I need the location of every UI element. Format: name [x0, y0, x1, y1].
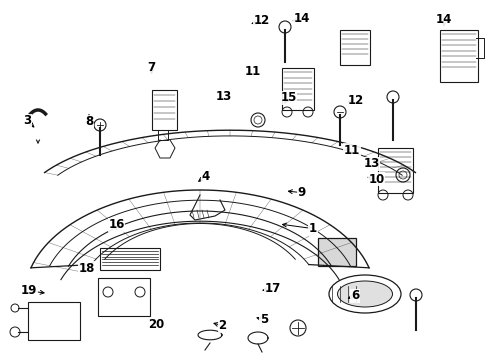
Text: 2: 2 [218, 319, 226, 332]
Text: 14: 14 [293, 12, 310, 25]
Text: 3: 3 [23, 114, 31, 127]
FancyBboxPatch shape [317, 238, 355, 266]
Text: 19: 19 [21, 284, 38, 297]
Text: 11: 11 [244, 65, 261, 78]
Text: 12: 12 [253, 14, 269, 27]
FancyBboxPatch shape [100, 248, 160, 270]
Text: 11: 11 [343, 144, 360, 157]
Text: 10: 10 [367, 173, 384, 186]
FancyBboxPatch shape [98, 278, 150, 316]
FancyBboxPatch shape [152, 90, 177, 130]
FancyBboxPatch shape [28, 302, 80, 340]
Text: 1: 1 [308, 222, 316, 235]
FancyBboxPatch shape [282, 68, 313, 110]
Text: 7: 7 [147, 61, 155, 74]
Text: 4: 4 [201, 170, 209, 183]
Text: 13: 13 [215, 90, 232, 103]
FancyBboxPatch shape [439, 30, 477, 82]
Text: 5: 5 [260, 313, 267, 326]
FancyBboxPatch shape [377, 148, 412, 193]
Text: 17: 17 [264, 282, 281, 295]
Text: 6: 6 [350, 289, 358, 302]
Text: 15: 15 [280, 91, 296, 104]
Text: 20: 20 [148, 318, 164, 331]
Text: 18: 18 [79, 262, 95, 275]
Text: 12: 12 [347, 94, 364, 107]
Text: 13: 13 [363, 157, 379, 170]
Ellipse shape [337, 281, 392, 307]
Text: 16: 16 [108, 219, 124, 231]
Text: 9: 9 [297, 186, 305, 199]
Text: 8: 8 [85, 115, 93, 128]
Ellipse shape [328, 275, 400, 313]
Text: 14: 14 [435, 13, 451, 26]
FancyBboxPatch shape [339, 30, 369, 65]
